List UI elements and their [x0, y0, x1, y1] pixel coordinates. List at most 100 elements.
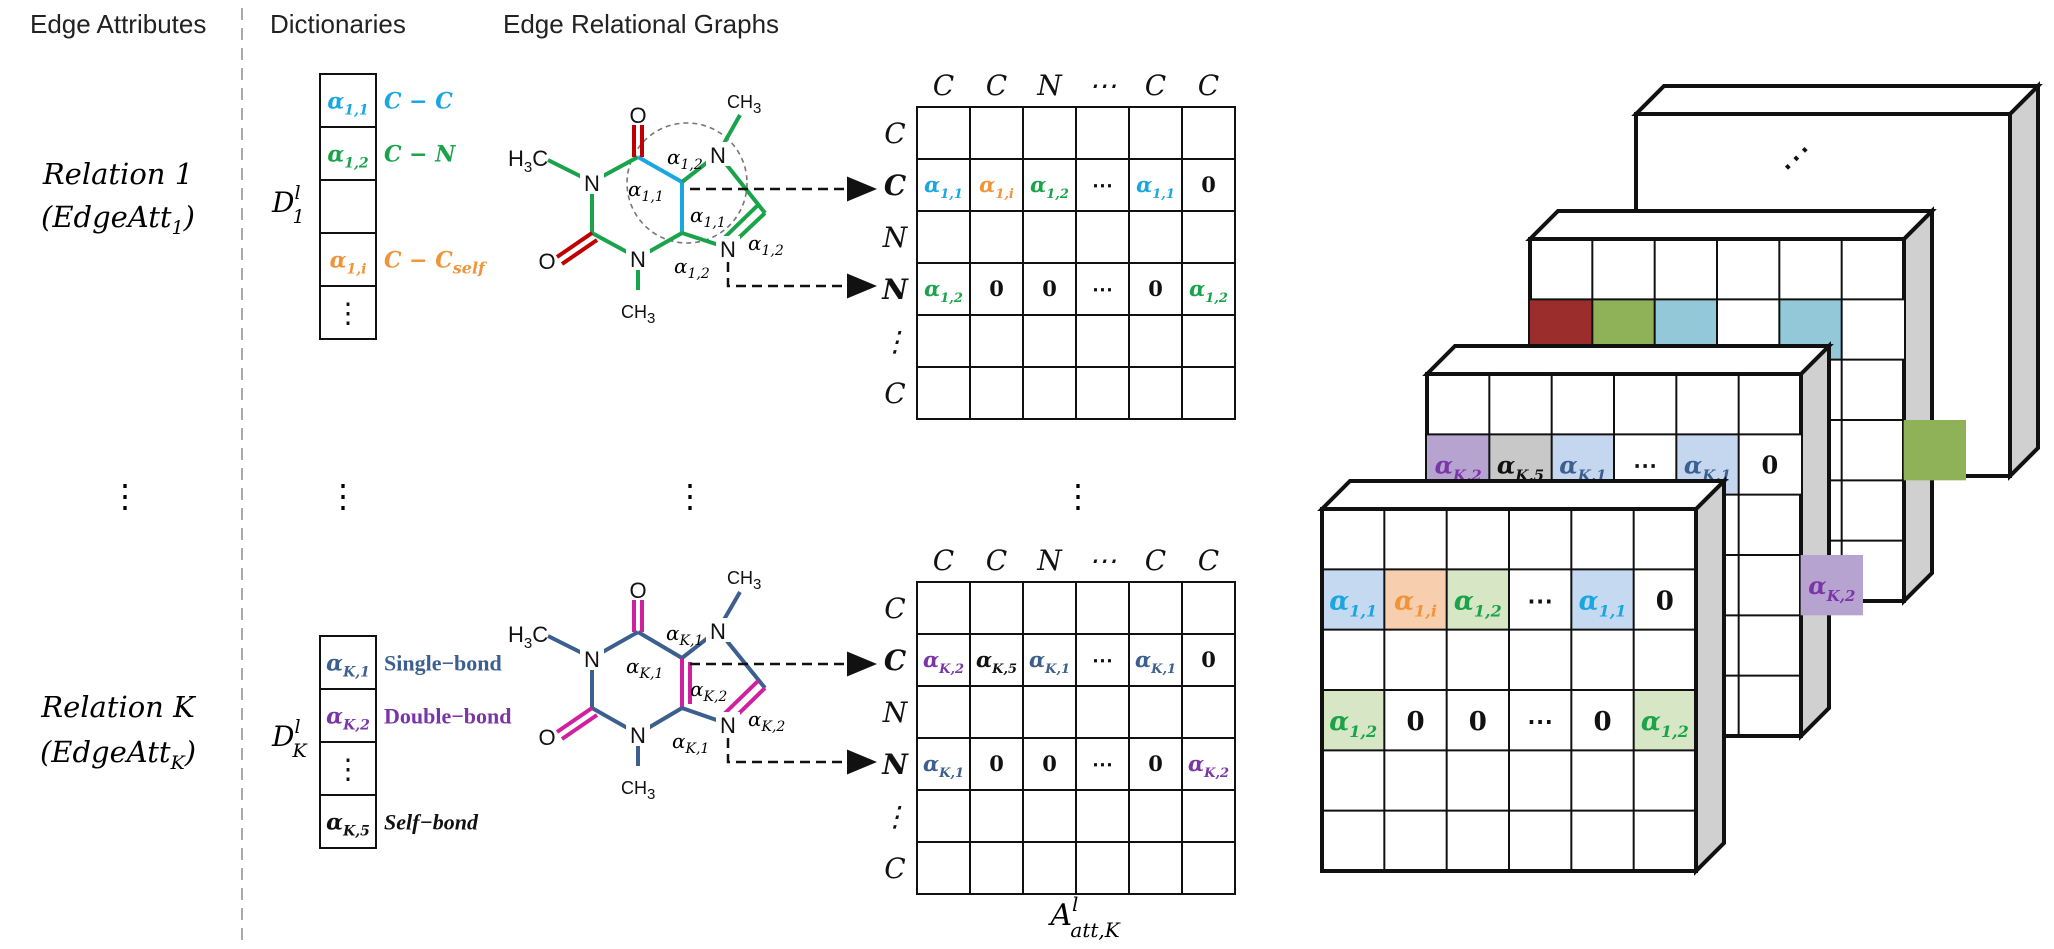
tensor-cell [1738, 434, 1801, 495]
matrix-cell [1181, 789, 1236, 843]
tensor-cell [1322, 690, 1385, 751]
tensor-value: α1,i [1394, 587, 1437, 621]
matrix-cell [1181, 581, 1236, 635]
matrix-cell [1075, 210, 1130, 264]
dictionary-cell [319, 635, 377, 690]
ellipsis-dictionaries: ⋮ [327, 478, 359, 514]
matrix-row-label: C [884, 377, 905, 410]
matrix-value: ⋯ [1092, 647, 1113, 672]
tensor-cell [1384, 690, 1447, 751]
matrix-column-label: C [933, 544, 954, 577]
matrix-value: α1,2 [924, 276, 963, 306]
matrix-cell [1022, 685, 1077, 739]
dictionary-entry-label: Single−bond [384, 651, 502, 676]
tensor-cell [1571, 569, 1634, 630]
svg-text:αK,2: αK,2 [690, 677, 727, 705]
matrix-column-label: N [1036, 544, 1063, 577]
matrix-row-label: C [884, 117, 905, 150]
dictionary-alpha: αK,1 [326, 651, 370, 681]
matrix-cell [1128, 314, 1183, 368]
tensor-value: ⋯ [1527, 587, 1553, 617]
matrix-cell [1022, 841, 1077, 895]
matrix-cell [1075, 789, 1130, 843]
matrix-value: ⋯ [1092, 751, 1113, 776]
dictionary-cell [319, 741, 377, 796]
matrix-cell [1022, 633, 1077, 687]
tensor-value: 0 [1406, 707, 1424, 737]
matrix-cell [1075, 685, 1130, 739]
matrix-cell [1181, 841, 1236, 895]
matrix-row-label: N [881, 748, 909, 781]
matrix-cell [916, 841, 971, 895]
tensor-value: 0 [1469, 707, 1487, 737]
matrix-cell [916, 581, 971, 635]
dictionary-ellipsis: ⋮ [334, 754, 362, 785]
dictionary-cell [319, 179, 377, 234]
matrix-cell [969, 210, 1024, 264]
matrix-row-label: N [882, 696, 909, 729]
svg-text:CH3: CH3 [621, 302, 655, 327]
cube-top-face [1525, 209, 1937, 241]
svg-text:α1,1: α1,1 [628, 177, 664, 205]
tensor-value: α1,1 [1579, 587, 1627, 621]
matrix-cell [969, 685, 1024, 739]
svg-text:H3C: H3C [508, 146, 548, 176]
tensor-cell [1509, 569, 1572, 630]
cube-side-face [1694, 476, 1726, 876]
svg-text:CH3: CH3 [727, 92, 761, 117]
matrix-row-label: C [884, 852, 905, 885]
dictionary-cell [319, 126, 377, 181]
tensor-value: α1,2 [1329, 707, 1377, 741]
molecule-relation-1: N N N N O O H3C CH3 CH3 α1,2 α1,1 α1,1 α… [508, 92, 877, 327]
relation-k-edgeatt: (EdgeAttK) [40, 735, 196, 774]
dictionary-entry-label: Double−bond [384, 704, 511, 729]
matrix-cell [1128, 106, 1183, 160]
matrix-column-label: C [1198, 544, 1219, 577]
tensor-cell [1633, 690, 1696, 751]
matrix-cell [916, 366, 971, 420]
matrix-cell [916, 210, 971, 264]
tensor-value: α1,1 [1329, 587, 1377, 621]
matrix-cell [1181, 685, 1236, 739]
matrix-row-label: C [884, 169, 907, 202]
matrix-cell [1075, 314, 1130, 368]
matrix-value: α1,1 [1136, 172, 1175, 202]
matrix-value: α1,i [979, 172, 1014, 202]
tensor-value: 0 [1656, 587, 1674, 617]
relation-k-label: Relation K [40, 690, 197, 724]
matrix-cell [1181, 314, 1236, 368]
matrix-cell [1022, 789, 1077, 843]
svg-text:α1,2: α1,2 [667, 145, 703, 173]
svg-text:N: N [710, 619, 726, 644]
dictionary-alpha: αK,2 [326, 704, 370, 734]
matrix-cell [969, 106, 1024, 160]
dictionary-alpha: α1,1 [327, 89, 368, 119]
dictionary-entry-label: Self−bond [384, 810, 479, 835]
svg-text:N: N [630, 723, 646, 748]
svg-text:N: N [720, 713, 736, 738]
matrix-value: ⋯ [1092, 276, 1113, 301]
relation-1-edgeatt: (EdgeAtt1) [41, 200, 195, 239]
matrix-cell [1128, 789, 1183, 843]
matrix-row-label: N [881, 273, 909, 306]
dictionary-alpha: αK,5 [326, 810, 370, 840]
tensor-cell [1446, 690, 1509, 751]
tensor-cell [1571, 690, 1634, 751]
highlight-circle [626, 122, 748, 244]
dictionary-entry-label: C − N [384, 142, 456, 168]
dictionary-cell [319, 794, 377, 849]
tensor-value: 0 [1593, 707, 1611, 737]
dictionary-1: Dl 1 α1,1 C − C α1,2 C − N α1,i C − Cself ⋮ [271, 73, 488, 340]
matrix-cell [1181, 106, 1236, 160]
matrix-cell [1075, 841, 1130, 895]
cube-side-face [1799, 341, 1831, 741]
matrix-cell [1022, 581, 1077, 635]
matrix-cell [1022, 210, 1077, 264]
matrix-value: α1,2 [1030, 172, 1069, 202]
svg-text:N: N [584, 647, 600, 672]
matrix-value: 0 [989, 276, 1004, 301]
tensor-cell [1384, 569, 1447, 630]
tensor-cell [1509, 690, 1572, 751]
matrix-cell [1128, 262, 1183, 316]
